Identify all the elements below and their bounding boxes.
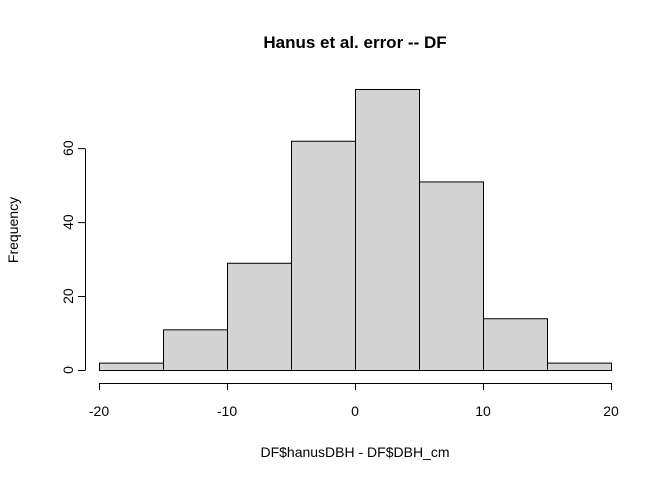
histogram-bar [419,181,484,371]
x-tick-label: 20 [603,403,619,419]
x-axis: -20 -10 0 10 20 [89,383,619,419]
y-axis: 0 20 40 60 [60,140,86,374]
bars-group [99,89,612,372]
x-tick-label: 10 [475,403,491,419]
histogram-bar [163,329,228,371]
y-tick-label: 20 [60,288,76,304]
x-tick-label: -20 [89,403,109,419]
histogram-bar [483,318,548,372]
y-axis-label: Frequency [5,197,21,263]
histogram-bar [547,362,612,371]
x-tick-label: -10 [217,403,237,419]
y-tick-label: 0 [60,366,76,374]
histogram-bar [291,140,356,371]
chart-title: Hanus et al. error -- DF [263,33,446,52]
x-axis-label: DF$hanusDBH - DF$DBH_cm [260,444,449,460]
histogram-bar [227,262,292,371]
y-tick-label: 60 [60,140,76,156]
x-tick-label: 0 [351,403,359,419]
y-tick-label: 40 [60,214,76,230]
histogram-bar [99,362,164,371]
histogram-bar [355,89,420,371]
